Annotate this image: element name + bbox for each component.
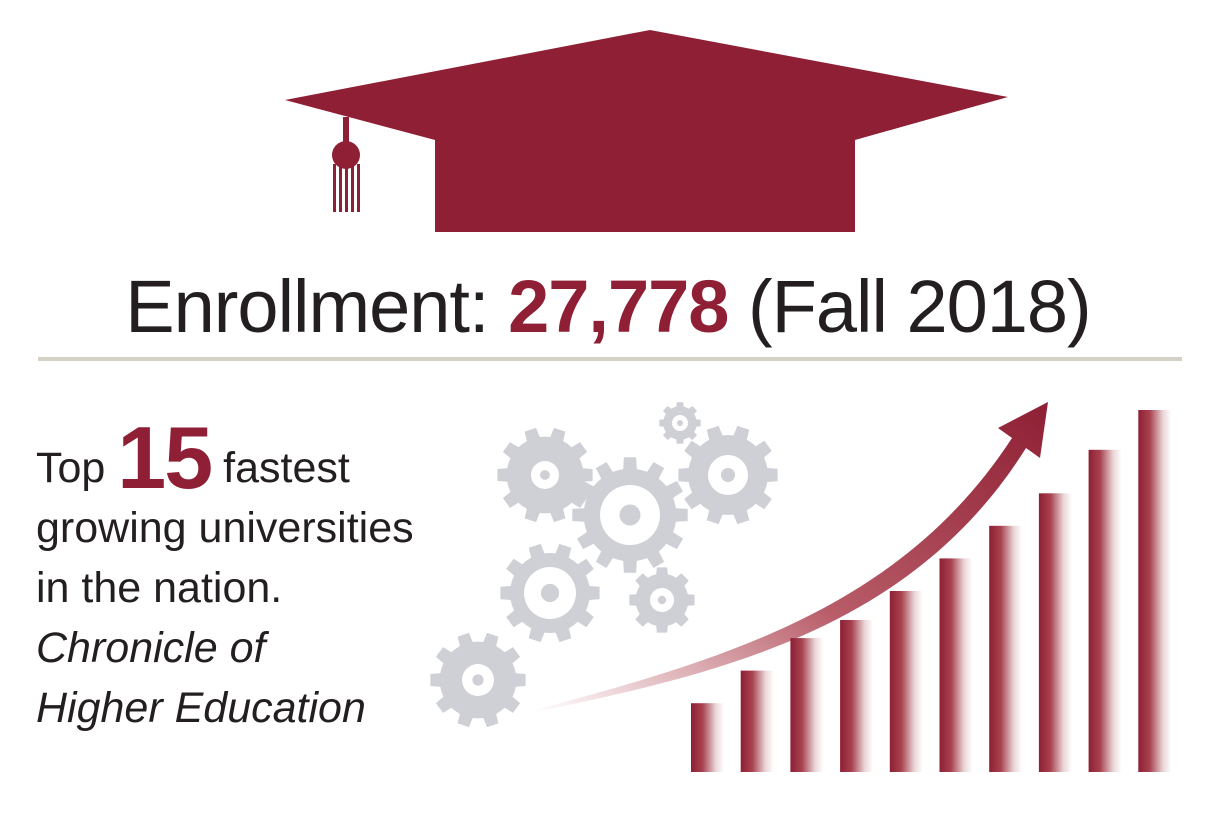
gear-hub-icon <box>677 420 683 426</box>
source-line-1: Chronicle of <box>36 624 266 672</box>
growth-bar <box>1088 449 1122 772</box>
growth-bar <box>790 638 824 772</box>
ranking-prefix: Top <box>36 444 106 492</box>
gears-icon <box>430 402 778 728</box>
gear-icon <box>678 425 778 525</box>
growth-bar <box>939 558 973 772</box>
enrollment-label: Enrollment: <box>125 265 489 348</box>
enrollment-term: (Fall 2018) <box>748 265 1092 348</box>
gear-hub-icon <box>540 470 550 480</box>
growth-bar <box>1138 410 1172 772</box>
growth-bar <box>840 620 874 772</box>
source-line-2: Higher Education <box>36 684 366 732</box>
growth-bar <box>889 591 923 772</box>
growth-bar <box>691 703 724 772</box>
ranking-blurb: Top 15 fastest growing universities in t… <box>36 414 506 738</box>
gear-hub-icon <box>540 583 560 603</box>
growth-bar <box>1038 493 1072 772</box>
ranking-line-2: growing universities <box>36 504 414 552</box>
gear-icon <box>572 457 688 573</box>
ranking-suffix: fastest <box>223 444 350 492</box>
gear-hub-icon <box>657 595 667 605</box>
enrollment-headline: Enrollment: 27,778 (Fall 2018) <box>0 262 1216 352</box>
gear-hub-icon <box>619 504 641 526</box>
growth-bars-icon <box>691 410 1172 772</box>
gear-icon <box>500 543 600 643</box>
ranking-line-3: in the nation. <box>36 564 283 612</box>
gear-icon <box>659 402 701 444</box>
gear-hub-icon <box>721 468 735 482</box>
gear-icon <box>629 567 695 633</box>
growth-bar <box>989 525 1023 772</box>
growth-bar <box>740 670 774 772</box>
divider <box>38 357 1182 361</box>
ranking-number: 15 <box>117 408 213 507</box>
gear-icon <box>430 632 526 728</box>
gear-icon <box>497 427 593 523</box>
enrollment-value: 27,778 <box>508 265 729 348</box>
graduation-cap-icon <box>285 30 1008 232</box>
gear-hub-icon <box>472 674 484 686</box>
